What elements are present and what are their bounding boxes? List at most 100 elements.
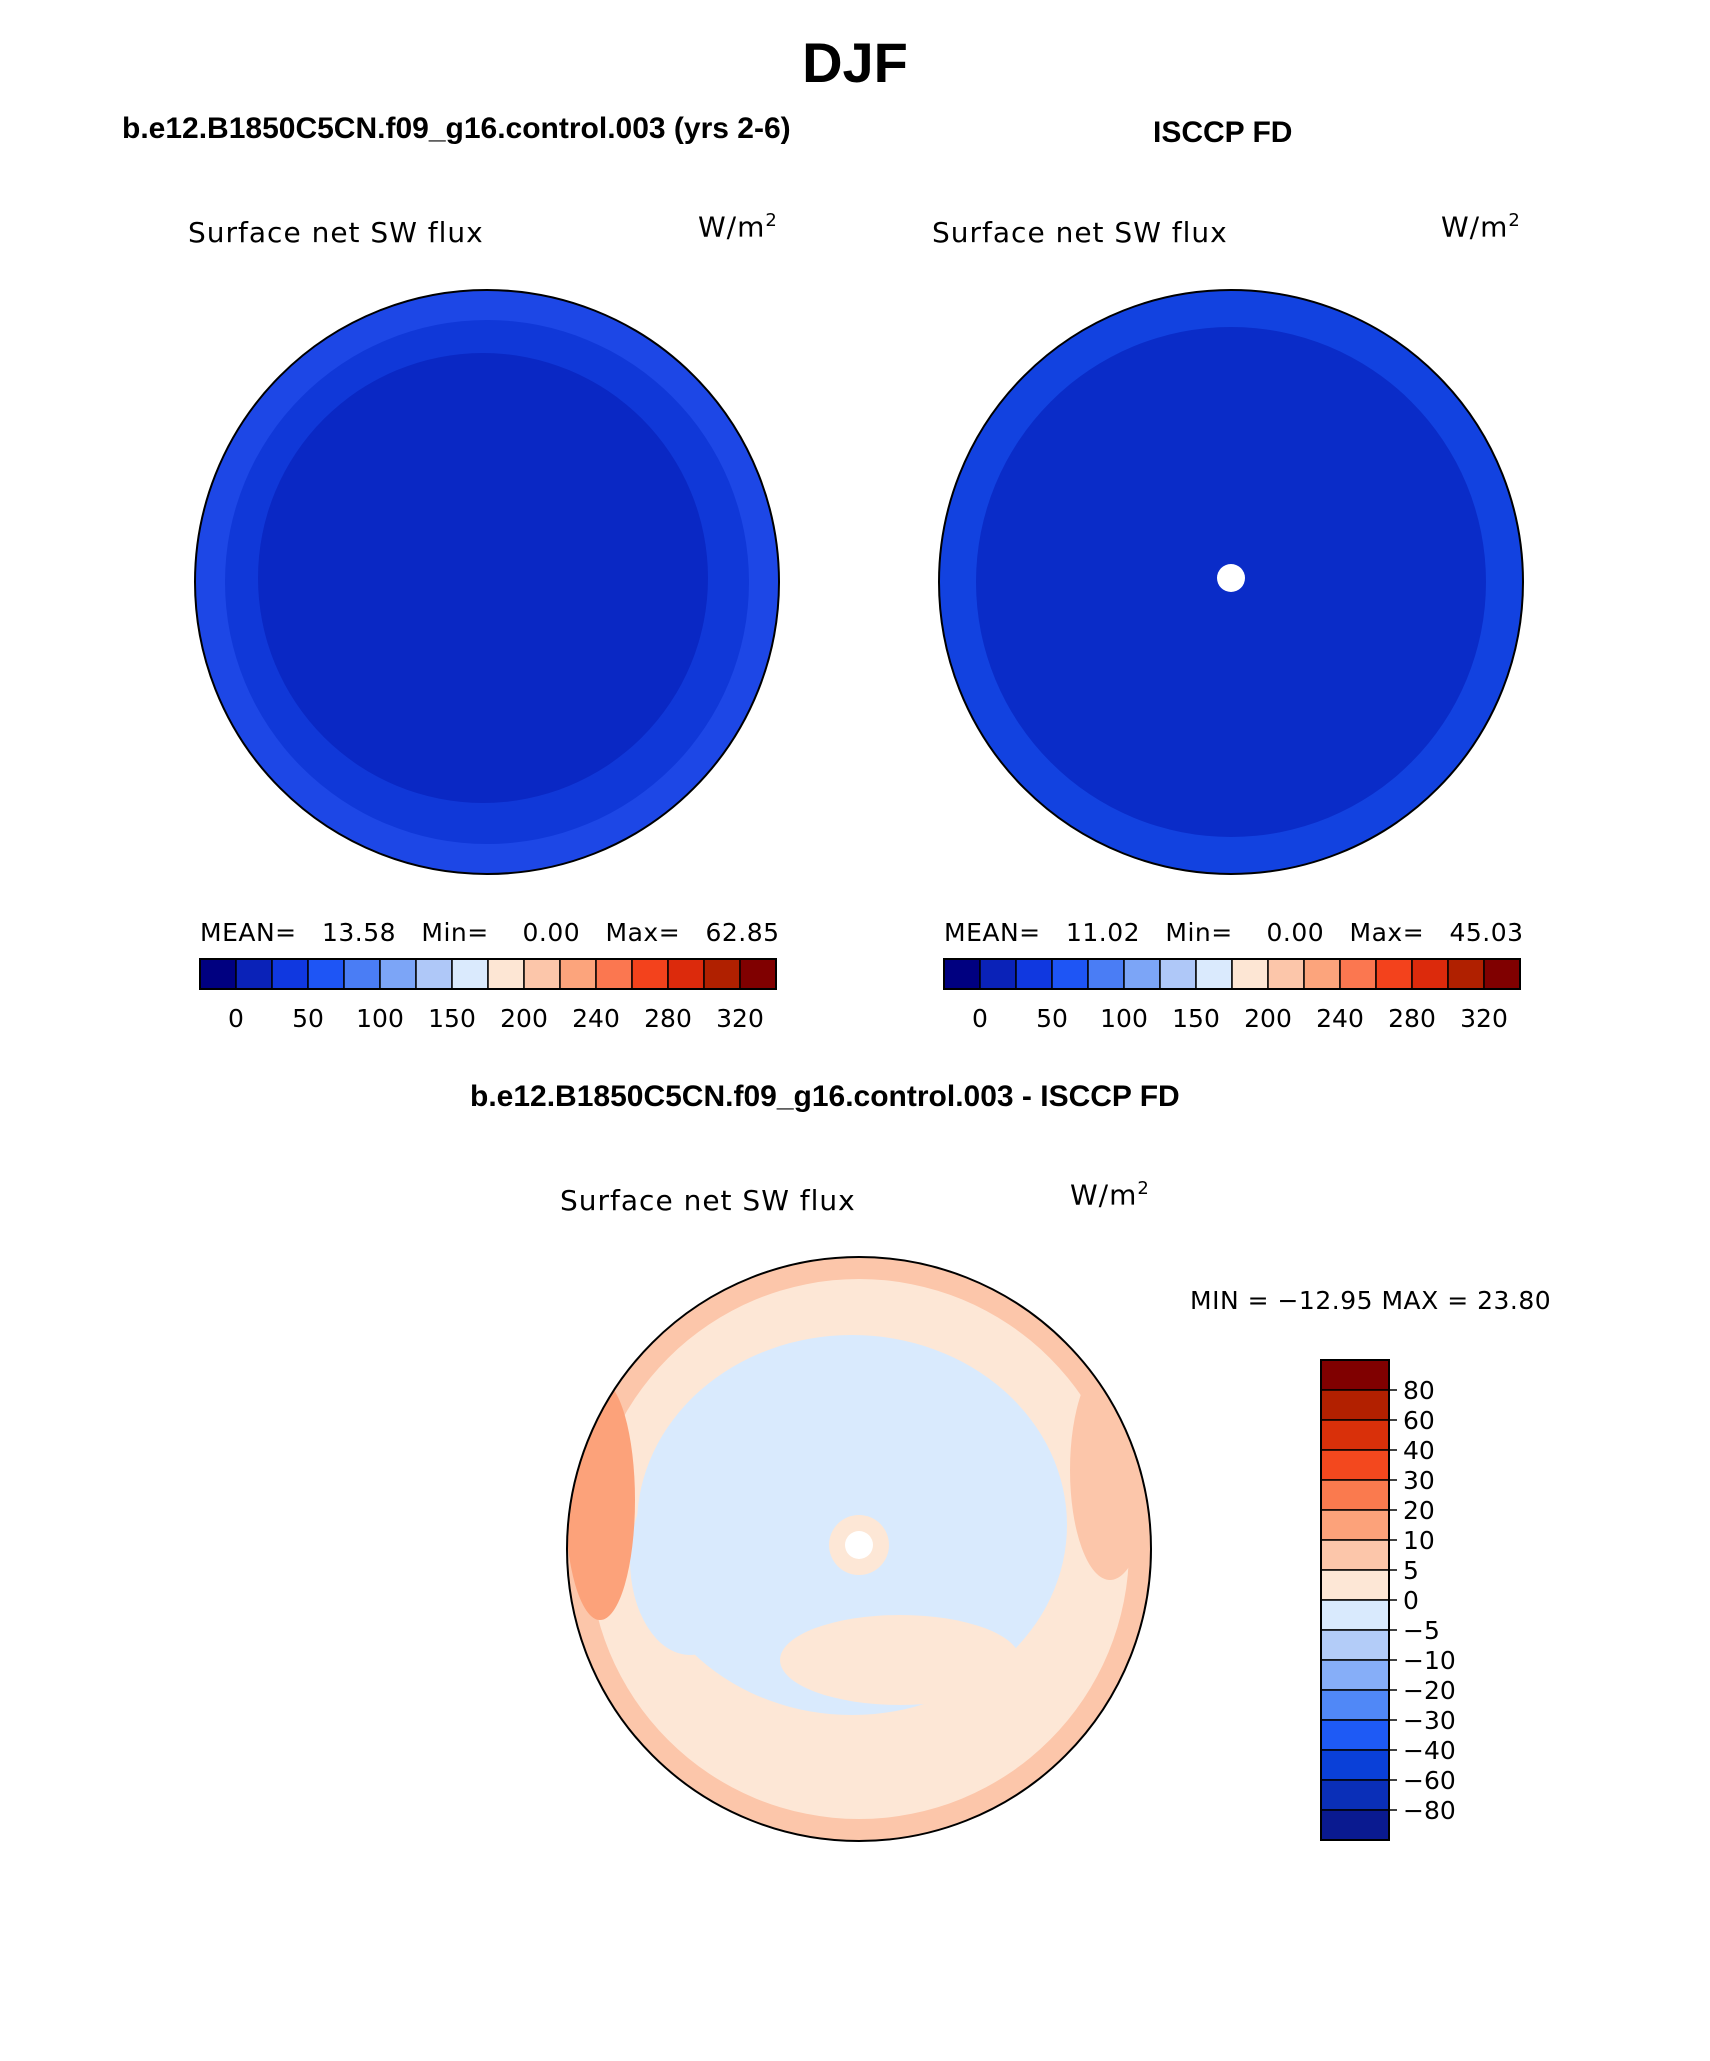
model-colorbar: 0 50 100 150 200 240 280 320	[199, 958, 777, 1033]
model-colorbar-tick-label: 320	[716, 1004, 764, 1033]
model-colorbar-swatch	[559, 958, 597, 990]
diff-units-label: W/m2	[1070, 1178, 1150, 1212]
season-title: DJF	[802, 31, 908, 94]
model-colorbar-swatch	[739, 958, 777, 990]
diff-siberia-warm	[780, 1615, 1020, 1705]
obs-colorbar-tick-label: 240	[1316, 1004, 1364, 1033]
obs-map	[938, 289, 1524, 875]
diff-colorbar-swatch	[1320, 1509, 1390, 1541]
diff-panel-title: b.e12.B1850C5CN.f09_g16.control.003 - IS…	[470, 1080, 1180, 1113]
obs-colorbar-tick-label: 280	[1388, 1004, 1436, 1033]
model-map	[194, 289, 780, 875]
obs-colorbar-tick-label: 50	[1036, 1004, 1068, 1033]
obs-colorbar-tick-label: 100	[1100, 1004, 1148, 1033]
model-colorbar-tick-label: 200	[500, 1004, 548, 1033]
obs-colorbar-swatch	[1087, 958, 1125, 990]
obs-colorbar-swatch	[1483, 958, 1521, 990]
obs-colorbar-swatch	[1123, 958, 1161, 990]
diff-colorbar-tick-label: −60	[1403, 1766, 1456, 1795]
diff-stats: MIN = −12.95 MAX = 23.80	[1190, 1286, 1552, 1315]
model-colorbar-swatch	[451, 958, 489, 990]
obs-panel-title: ISCCP FD	[1153, 116, 1293, 149]
obs-colorbar-swatch	[1375, 958, 1413, 990]
diff-colorbar-swatch	[1320, 1419, 1390, 1451]
diff-colorbar-swatch	[1320, 1389, 1390, 1421]
model-panel-title: b.e12.B1850C5CN.f09_g16.control.003 (yrs…	[122, 112, 791, 145]
diff-colorbar-swatch	[1320, 1359, 1390, 1391]
obs-colorbar-tick-label: 320	[1460, 1004, 1508, 1033]
diff-colorbar-tick-label: −80	[1403, 1796, 1456, 1825]
diff-colorbar-swatch	[1320, 1779, 1390, 1811]
model-colorbar-swatch	[307, 958, 345, 990]
diff-colorbar-tick-label: −40	[1403, 1736, 1456, 1765]
model-colorbar-swatch	[415, 958, 453, 990]
obs-colorbar-swatch	[1159, 958, 1197, 990]
diff-colorbar-tick-label: −5	[1403, 1616, 1440, 1645]
diff-colorbar-swatch	[1320, 1689, 1390, 1721]
diff-colorbar-swatch	[1320, 1599, 1390, 1631]
obs-colorbar-swatch	[1051, 958, 1089, 990]
diff-pole-hole	[845, 1531, 873, 1559]
model-colorbar-tick-label: 150	[428, 1004, 476, 1033]
obs-colorbar-swatch	[1447, 958, 1485, 990]
obs-colorbar-swatch	[1267, 958, 1305, 990]
model-stats: MEAN= 13.58 Min= 0.00 Max= 62.85	[200, 918, 780, 947]
model-colorbar-tick-label: 50	[292, 1004, 324, 1033]
obs-colorbar-swatch	[1411, 958, 1449, 990]
diff-colorbar-tick-label: 40	[1403, 1436, 1435, 1465]
model-colorbar-swatch	[199, 958, 237, 990]
obs-colorbar-tick-label: 200	[1244, 1004, 1292, 1033]
diff-colorbar-tick-label: 0	[1403, 1586, 1419, 1615]
model-variable-label: Surface net SW flux	[188, 216, 484, 249]
obs-colorbar-tick-label: 150	[1172, 1004, 1220, 1033]
model-colorbar-tick-label: 240	[572, 1004, 620, 1033]
model-colorbar-swatch	[379, 958, 417, 990]
obs-colorbar-swatch	[943, 958, 981, 990]
diff-colorbar-tick-label: −30	[1403, 1706, 1456, 1735]
obs-pole-hole	[1217, 564, 1245, 592]
diff-colorbar-swatch	[1320, 1569, 1390, 1601]
diff-colorbar-swatch	[1320, 1719, 1390, 1751]
model-colorbar-swatch	[487, 958, 525, 990]
diff-colorbar-tick-label: 5	[1403, 1556, 1419, 1585]
model-units-label: W/m2	[698, 210, 778, 244]
model-inner-region	[258, 353, 708, 803]
diff-variable-label: Surface net SW flux	[560, 1184, 856, 1217]
model-map-border	[194, 289, 780, 875]
obs-colorbar-swatch	[1303, 958, 1341, 990]
diff-colorbar-swatch	[1320, 1449, 1390, 1481]
diff-canada-region	[630, 1465, 750, 1655]
obs-variable-label: Surface net SW flux	[932, 216, 1228, 249]
diff-east-warmer	[1070, 1360, 1150, 1580]
diff-colorbar-tick-label: −10	[1403, 1646, 1456, 1675]
obs-colorbar-tick-label: 0	[972, 1004, 988, 1033]
diff-colorbar-tick-label: −20	[1403, 1676, 1456, 1705]
obs-map-border	[938, 289, 1524, 875]
model-colorbar-tick-label: 0	[228, 1004, 244, 1033]
obs-colorbar-swatch	[1195, 958, 1233, 990]
obs-colorbar-swatch	[1015, 958, 1053, 990]
obs-units-label: W/m2	[1441, 210, 1521, 244]
diff-colorbar-tick-label: 80	[1403, 1376, 1435, 1405]
model-colorbar-swatch	[667, 958, 705, 990]
diff-colorbar-tick-label: 20	[1403, 1496, 1435, 1525]
model-colorbar-swatch	[271, 958, 309, 990]
diff-colorbar-tick-label: 30	[1403, 1466, 1435, 1495]
model-colorbar-swatch	[343, 958, 381, 990]
diff-colorbar-swatch	[1320, 1659, 1390, 1691]
obs-colorbar-swatch	[979, 958, 1017, 990]
diff-map-border	[566, 1256, 1152, 1842]
diff-colorbar-swatch	[1320, 1749, 1390, 1781]
diff-colorbar-swatch	[1320, 1809, 1390, 1841]
model-colorbar-swatch	[595, 958, 633, 990]
obs-colorbar: 0 50 100 150 200 240 280 320	[943, 958, 1521, 1033]
model-colorbar-swatch	[523, 958, 561, 990]
diff-colorbar-swatch	[1320, 1539, 1390, 1571]
obs-stats: MEAN= 11.02 Min= 0.00 Max= 45.03	[944, 918, 1524, 947]
model-colorbar-swatch	[631, 958, 669, 990]
model-colorbar-swatch	[235, 958, 273, 990]
diff-colorbar-swatch	[1320, 1629, 1390, 1661]
diff-map	[566, 1256, 1152, 1842]
obs-colorbar-swatch	[1339, 958, 1377, 990]
